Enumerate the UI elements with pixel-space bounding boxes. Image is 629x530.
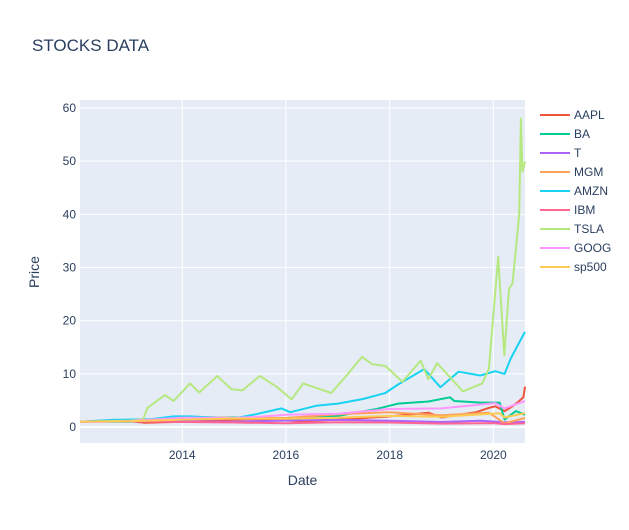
plot-area: [80, 100, 525, 443]
legend-item-ba: BA: [540, 127, 590, 141]
legend-item-aapl: AAPL: [540, 108, 605, 122]
legend-item-t: T: [540, 146, 582, 160]
y-tick-label: 0: [69, 420, 76, 434]
legend-item-amzn: AMZN: [540, 184, 608, 198]
chart-title: STOCKS DATA: [32, 36, 150, 55]
legend-item-tsla: TSLA: [540, 222, 604, 236]
x-tick-label: 2016: [273, 448, 300, 462]
y-tick-label: 50: [63, 154, 77, 168]
legend-item-sp500: sp500: [540, 260, 607, 274]
x-tick-label: 2020: [480, 448, 507, 462]
legend-label: BA: [574, 127, 590, 141]
legend-label: T: [574, 146, 582, 160]
axes: 0 10 20 30 40 50 60 2014 2016 2018 2020: [63, 101, 507, 462]
x-tick-label: 2018: [376, 448, 403, 462]
y-axis-title: Price: [26, 256, 42, 288]
grid-lines: [80, 100, 525, 443]
series-line-ibm: [79, 420, 526, 426]
y-tick-label: 30: [63, 261, 77, 275]
legend-item-goog: GOOG: [540, 241, 611, 255]
y-tick-label: 40: [63, 207, 77, 221]
y-tick-label: 20: [63, 314, 77, 328]
legend-label: MGM: [574, 165, 603, 179]
legend-label: AAPL: [574, 108, 605, 122]
series-lines: [79, 117, 526, 426]
series-line-tsla: [79, 117, 526, 423]
x-tick-label: 2014: [169, 448, 196, 462]
y-tick-label: 10: [63, 367, 77, 381]
legend-item-ibm: IBM: [540, 203, 595, 217]
legend-item-mgm: MGM: [540, 165, 603, 179]
series-line-sp500: [79, 412, 526, 423]
legend-label: IBM: [574, 203, 595, 217]
legend-label: TSLA: [574, 222, 604, 236]
legend-label: sp500: [574, 260, 607, 274]
x-axis-title: Date: [288, 472, 318, 488]
series-line-amzn: [79, 331, 526, 423]
legend-label: AMZN: [574, 184, 608, 198]
legend-label: GOOG: [574, 241, 611, 255]
y-tick-label: 60: [63, 101, 77, 115]
legend: AAPL BA T MGM AMZN IBM TSLA GOOG sp500: [540, 108, 611, 274]
